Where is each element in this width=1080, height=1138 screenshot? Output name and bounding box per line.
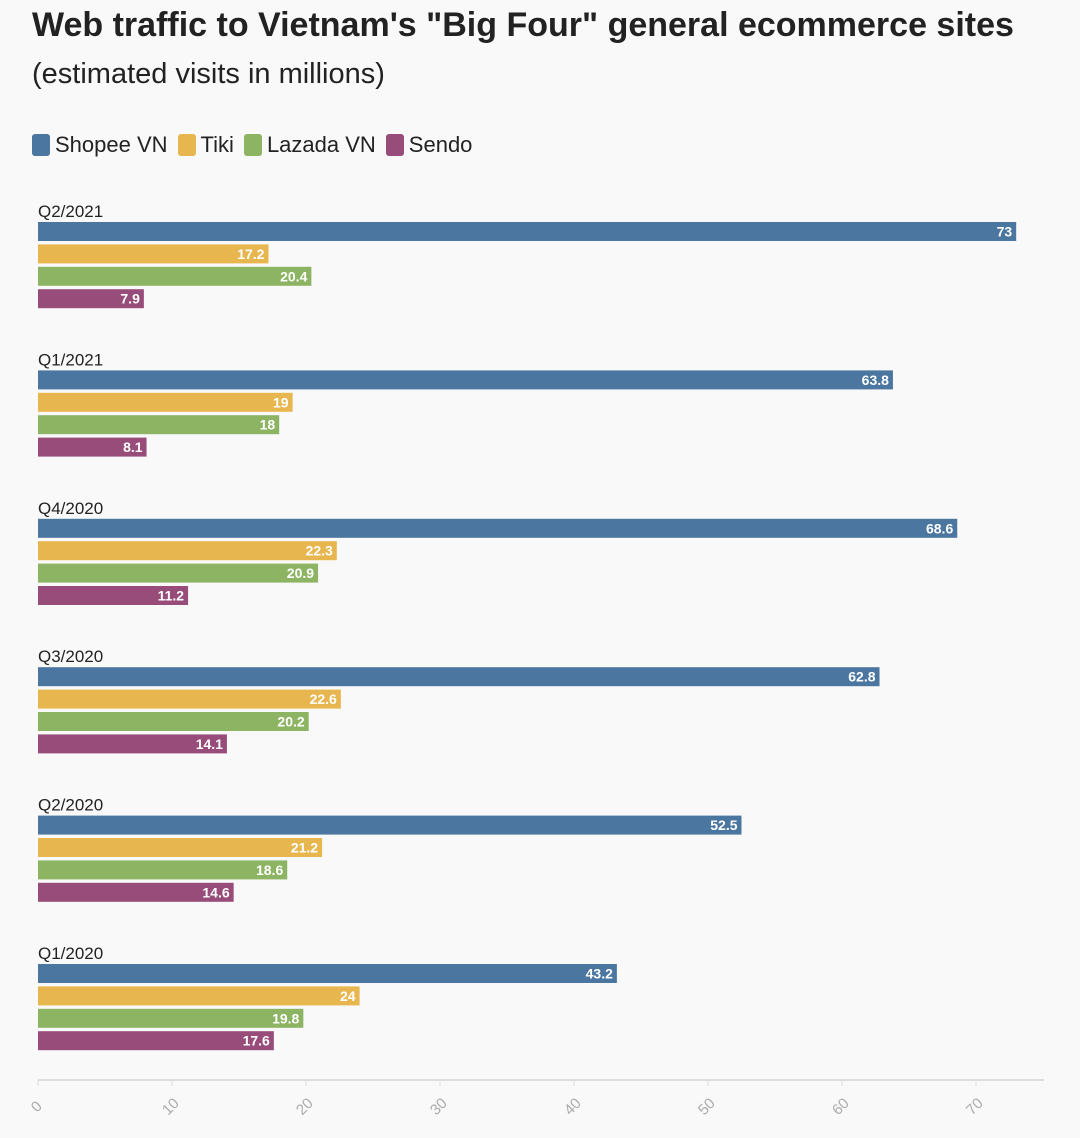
legend-label-tiki: Tiki [200,132,234,157]
bar-value-label: 68.6 [926,520,953,536]
category-label: Q4/2020 [38,499,103,518]
bar-value-label: 11.2 [158,588,185,604]
bar[interactable] [38,518,958,538]
bar-value-label: 14.6 [202,884,229,900]
bar[interactable] [38,860,288,880]
bar[interactable] [38,222,1017,241]
legend-item-lazada[interactable]: Lazada VN [243,132,376,158]
bar[interactable] [38,266,312,286]
category-label: Q1/2021 [38,350,103,369]
category-label: Q1/2020 [38,944,103,963]
bar-value-label: 20.4 [280,268,307,284]
bar[interactable] [38,563,319,583]
bar-value-label: 24 [340,988,356,1004]
category-label: Q3/2020 [38,647,103,666]
legend-label-shopee: Shopee VN [55,132,168,157]
bar[interactable] [38,370,893,390]
legend-label-sendo: Sendo [408,132,473,157]
legend-label-lazada: Lazada VN [266,132,376,157]
x-tick-label: 40 [561,1095,585,1119]
legend-swatch-sendo [385,134,404,156]
bar-value-label: 14.1 [196,736,223,752]
bar[interactable] [38,964,617,983]
legend-item-shopee[interactable]: Shopee VN [32,132,168,158]
bar[interactable] [38,838,323,857]
bar-value-label: 62.8 [848,669,875,685]
bar-value-label: 19.8 [272,1010,299,1026]
category-label: Q2/2021 [38,202,103,221]
bar[interactable] [38,689,341,709]
bar-value-label: 22.3 [306,543,333,559]
x-tick-label: 30 [427,1095,451,1119]
bar[interactable] [38,986,360,1006]
bar-value-label: 20.9 [287,565,314,581]
x-tick-label: 60 [829,1095,853,1119]
legend-swatch-lazada [243,134,262,156]
x-tick-label: 20 [293,1095,317,1119]
x-tick-label: 70 [963,1095,987,1119]
bar-value-label: 73 [997,224,1013,240]
bar[interactable] [38,541,337,561]
bar-value-label: 8.1 [123,439,143,455]
bar-value-label: 17.2 [237,246,264,262]
bar[interactable] [38,667,880,687]
bar-value-label: 21.2 [291,840,318,856]
bar-value-label: 52.5 [710,817,737,833]
bar[interactable] [38,1008,304,1028]
bar-value-label: 18.6 [256,862,283,878]
x-tick-label: 0 [28,1098,46,1116]
bar-value-label: 7.9 [120,291,140,307]
bar[interactable] [38,392,293,412]
bar-value-label: 43.2 [586,966,613,982]
bar[interactable] [38,289,144,309]
legend-swatch-tiki [177,134,196,156]
bar-value-label: 22.6 [310,691,337,707]
legend-swatch-shopee [32,134,50,156]
bar[interactable] [38,734,227,754]
bar-value-label: 63.8 [862,372,889,388]
bar[interactable] [38,1031,274,1051]
x-tick-label: 50 [695,1095,719,1119]
legend-item-tiki[interactable]: Tiki [177,132,234,158]
chart-subtitle: (estimated visits in millions) [32,58,385,90]
legend: Shopee VN Tiki Lazada VN Sendo [32,132,482,158]
category-label: Q2/2020 [38,796,103,815]
bar[interactable] [38,437,147,457]
chart-title: Web traffic to Vietnam's "Big Four" gene… [32,6,1014,44]
bar[interactable] [38,712,309,731]
legend-item-sendo[interactable]: Sendo [385,132,473,158]
bar[interactable] [38,244,269,264]
bar[interactable] [38,882,234,902]
x-tick-label: 10 [159,1095,183,1119]
bar[interactable] [38,586,189,605]
bar-value-label: 19 [273,394,289,410]
bar-value-label: 18 [260,417,276,433]
bar-value-label: 20.2 [277,714,304,730]
bar-value-label: 17.6 [243,1033,270,1049]
bar[interactable] [38,815,742,835]
bar[interactable] [38,415,280,435]
